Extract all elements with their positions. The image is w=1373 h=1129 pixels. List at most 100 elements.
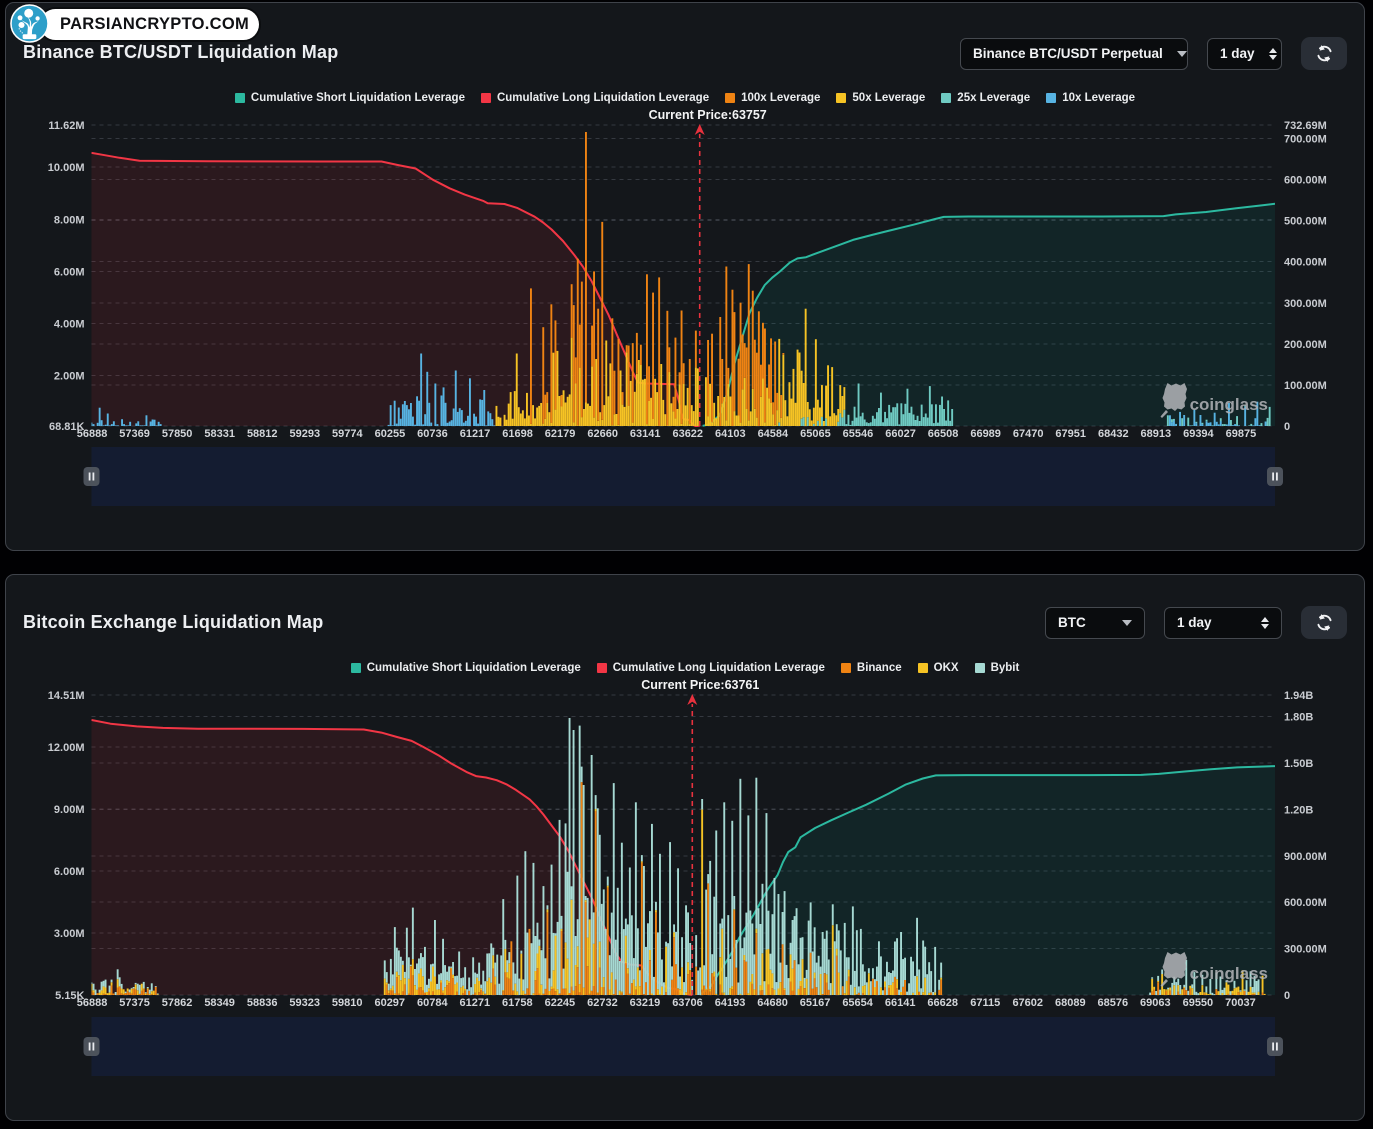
- legend-item-100x-leverage[interactable]: 100x Leverage: [725, 92, 820, 104]
- legend-item-cumulative-long-liquidation-leverage[interactable]: Cumulative Long Liquidation Leverage: [480, 92, 709, 104]
- navigator-handle-right[interactable]: [1267, 467, 1283, 486]
- left-axis-tick-label: 3.00M: [54, 928, 85, 940]
- svg-text:coinglass: coinglass: [1190, 395, 1268, 414]
- right-axis-tick-label: 500.00M: [1284, 216, 1327, 228]
- x-axis-tick-label: 62245: [545, 997, 576, 1009]
- card-title: Bitcoin Exchange Liquidation Map: [23, 612, 324, 632]
- x-axis-tick-label: 58836: [247, 997, 278, 1009]
- x-axis-tick-label: 56888: [77, 997, 108, 1009]
- right-axis-tick-label: 1.50B: [1284, 758, 1313, 770]
- interval-select[interactable]: 1 day: [1207, 37, 1282, 70]
- coin-select-value: BTC: [1058, 615, 1086, 630]
- interval-select[interactable]: 1 day: [1164, 606, 1282, 639]
- legend-item-50x-leverage[interactable]: 50x Leverage: [836, 92, 925, 104]
- refresh-button[interactable]: [1301, 606, 1347, 639]
- navigator-handle-left[interactable]: [83, 1037, 100, 1056]
- x-axis-tick-label: 56888: [77, 428, 108, 440]
- x-axis-tick-label: 66027: [885, 428, 916, 440]
- left-axis-tick-label: 6.00M: [54, 266, 85, 278]
- navigator-track[interactable]: [91, 1017, 1276, 1076]
- right-axis-tick-label: 732.69M: [1284, 120, 1327, 132]
- card-title: Binance BTC/USDT Liquidation Map: [23, 42, 339, 62]
- x-axis-tick-label: 61758: [502, 997, 533, 1009]
- x-axis-tick-label: 67602: [1012, 997, 1043, 1009]
- legend-item-cumulative-short-liquidation-leverage[interactable]: Cumulative Short Liquidation Leverage: [350, 662, 581, 674]
- right-axis-tick-label: 1.94B: [1284, 690, 1313, 702]
- x-axis-tick-label: 67115: [970, 997, 1000, 1009]
- x-axis-tick-label: 59774: [332, 428, 363, 440]
- coinglass-watermark: coinglass: [1160, 383, 1268, 418]
- x-axis-tick-label: 62179: [545, 428, 576, 440]
- x-axis-tick-label: 64103: [715, 428, 746, 440]
- legend-swatch-icon: [234, 93, 245, 103]
- legend-label: Bybit: [990, 662, 1020, 674]
- left-axis-tick-label: 10.00M: [48, 162, 85, 174]
- navigator-handle-right[interactable]: [1267, 1037, 1283, 1056]
- x-axis-tick-label: 65654: [842, 997, 873, 1009]
- pair-select-value: Binance BTC/USDT Perpetual: [973, 46, 1163, 61]
- navigator-track[interactable]: [91, 447, 1276, 506]
- legend-label: Cumulative Short Liquidation Leverage: [366, 662, 581, 674]
- x-axis-tick-label: 64680: [757, 997, 788, 1009]
- coinglass-watermark: coinglass: [1160, 952, 1268, 987]
- legend-swatch-icon: [840, 663, 851, 673]
- legend-label: Cumulative Short Liquidation Leverage: [250, 92, 465, 104]
- current-price-arrow-icon: [694, 124, 705, 135]
- legend-item-cumulative-short-liquidation-leverage[interactable]: Cumulative Short Liquidation Leverage: [234, 92, 465, 104]
- legend-item-okx[interactable]: OKX: [917, 662, 959, 674]
- x-axis-tick-label: 69550: [1183, 997, 1214, 1009]
- cumulative-area: [700, 766, 1275, 995]
- exchange-liquidation-map-card: Bitcoin Exchange Liquidation Map BTC 1 d…: [5, 574, 1365, 1121]
- x-axis-tick-label: 57862: [162, 997, 193, 1009]
- liquidation-map-chart[interactable]: 11.62M 10.00M 8.00M 6.00M 4.00M 2.00M 68.81K 73…: [6, 3, 1364, 550]
- right-axis-tick-label: 300.00M: [1284, 298, 1327, 310]
- x-axis-tick-label: 69394: [1183, 428, 1214, 440]
- left-axis-labels: 11.62M 10.00M 8.00M 6.00M 4.00M 2.00M 68.81K: [48, 120, 85, 433]
- legend-item-10x-leverage[interactable]: 10x Leverage: [1046, 92, 1135, 104]
- liquidation-map-chart[interactable]: 14.51M 12.00M 9.00M 6.00M 3.00M 5.15K 1.94B 1.8…: [6, 575, 1364, 1120]
- parsiancrypto-logo[interactable]: PARSIANCRYPTO.COM: [10, 3, 260, 43]
- x-axis-tick-label: 67470: [1013, 428, 1044, 440]
- legend-item-cumulative-long-liquidation-leverage[interactable]: Cumulative Long Liquidation Leverage: [596, 662, 825, 674]
- legend-item-25x-leverage[interactable]: 25x Leverage: [941, 92, 1030, 104]
- legend-item-bybit[interactable]: Bybit: [974, 662, 1020, 674]
- x-axis-tick-label: 65546: [843, 428, 874, 440]
- right-axis-labels: 1.94B 1.80B 1.50B 1.20B 900.00M 600.00M 300.00…: [1284, 690, 1327, 1002]
- interval-select-value: 1 day: [1177, 615, 1212, 630]
- x-axis-tick-label: 61698: [502, 428, 533, 440]
- x-axis-tick-label: 68432: [1098, 428, 1129, 440]
- x-axis-tick-label: 63141: [630, 428, 661, 440]
- liquidation-bars: [91, 132, 1271, 426]
- x-axis-tick-label: 62732: [587, 997, 618, 1009]
- x-axis-tick-label: 63622: [672, 428, 703, 440]
- legend-item-binance[interactable]: Binance: [840, 662, 902, 674]
- legend-label: OKX: [933, 662, 959, 674]
- right-axis-tick-label: 0: [1284, 421, 1290, 433]
- x-axis-tick-label: 60736: [417, 428, 448, 440]
- legend-swatch-icon: [1046, 93, 1057, 103]
- legend-label: 100x Leverage: [741, 92, 821, 104]
- logo-pill: PARSIANCRYPTO.COM: [40, 9, 260, 40]
- refresh-button[interactable]: [1301, 37, 1347, 70]
- x-axis-tick-label: 61271: [460, 997, 491, 1009]
- svg-text:coinglass: coinglass: [1190, 964, 1268, 983]
- chart-controls: Binance BTC/USDT Perpetual 1 day: [960, 37, 1347, 70]
- x-axis-tick-label: 60784: [417, 997, 448, 1009]
- refresh-icon: [1316, 45, 1332, 62]
- x-axis-tick-label: 60255: [375, 428, 406, 440]
- left-axis-tick-label: 6.00M: [54, 866, 85, 878]
- x-axis-tick-label: 62660: [587, 428, 618, 440]
- legend-swatch-icon: [836, 93, 847, 103]
- left-axis-tick-label: 9.00M: [54, 804, 85, 816]
- x-axis-tick-label: 66141: [885, 997, 916, 1009]
- coin-select[interactable]: BTC: [1045, 606, 1145, 639]
- navigator-handle-left[interactable]: [83, 467, 100, 486]
- refresh-icon: [1316, 614, 1332, 631]
- spinner-arrows-icon: [1268, 47, 1277, 60]
- pair-select[interactable]: Binance BTC/USDT Perpetual: [960, 37, 1188, 70]
- left-axis-tick-label: 14.51M: [48, 690, 85, 702]
- x-axis-tick-label: 66989: [970, 428, 1001, 440]
- x-axis-tick-label: 65167: [800, 997, 831, 1009]
